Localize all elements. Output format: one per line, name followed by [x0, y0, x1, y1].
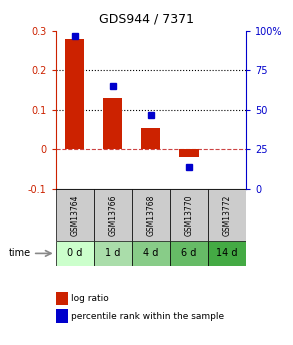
Bar [132, 241, 170, 266]
Text: time: time [9, 248, 31, 258]
Text: log ratio: log ratio [71, 294, 109, 303]
Text: GSM13766: GSM13766 [108, 194, 117, 236]
Text: 4 d: 4 d [143, 248, 159, 258]
Text: 6 d: 6 d [181, 248, 197, 258]
Text: GSM13772: GSM13772 [223, 194, 231, 236]
Bar [65, 39, 84, 149]
Text: GSM13770: GSM13770 [185, 194, 193, 236]
Text: 14 d: 14 d [216, 248, 238, 258]
Bar [132, 189, 170, 241]
Bar [94, 241, 132, 266]
Bar [103, 98, 122, 149]
Text: 0 d: 0 d [67, 248, 82, 258]
Bar [56, 189, 94, 241]
Text: GSM13764: GSM13764 [70, 194, 79, 236]
Bar [208, 241, 246, 266]
Bar [56, 241, 94, 266]
Bar [142, 128, 161, 149]
Bar [208, 189, 246, 241]
Text: GSM13768: GSM13768 [146, 194, 155, 236]
Text: GDS944 / 7371: GDS944 / 7371 [99, 12, 194, 25]
Text: percentile rank within the sample: percentile rank within the sample [71, 312, 224, 321]
Bar [94, 189, 132, 241]
Bar [179, 149, 198, 157]
Bar [170, 241, 208, 266]
Text: 1 d: 1 d [105, 248, 120, 258]
Bar [170, 189, 208, 241]
